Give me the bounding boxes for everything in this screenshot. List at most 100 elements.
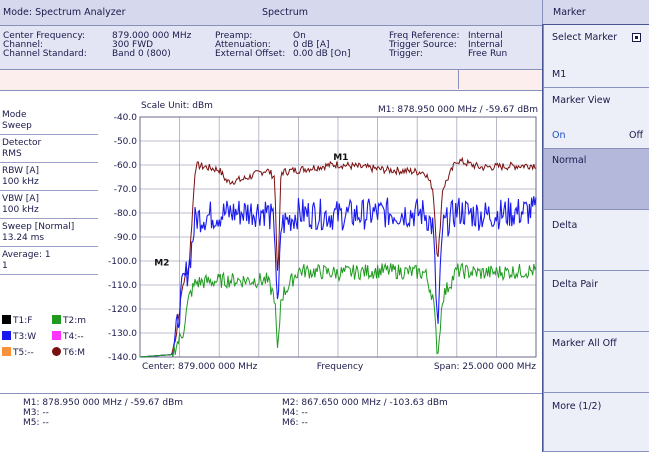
- legend-t4: T4:--: [52, 331, 84, 342]
- delta-pair-button[interactable]: Delta Pair: [543, 271, 649, 332]
- attenuation-label: Attenuation:: [215, 40, 271, 50]
- marker-m2-label: M2: [154, 259, 169, 269]
- average-label: Average: 1: [2, 250, 51, 260]
- y-tick-label: -90.0: [114, 233, 138, 243]
- span-label: Span: 25.000 000 MHz: [434, 362, 536, 372]
- legend-t5: T5:--: [2, 347, 34, 358]
- trace-lines: [139, 156, 537, 358]
- scale-unit-label: Scale Unit: dBm: [141, 101, 213, 111]
- y-tick-label: -140.0: [108, 353, 137, 363]
- legend-t6: T6:M: [52, 347, 85, 358]
- y-tick-label: -100.0: [108, 257, 137, 267]
- legend-t1: T1:F: [2, 315, 32, 326]
- marker-all-off-button[interactable]: Marker All Off: [543, 332, 649, 393]
- select-marker-label: Select Marker: [552, 32, 618, 43]
- sweep-info: Sweep [Normal] 13.24 ms: [0, 219, 98, 247]
- marker-view-off: Off: [628, 130, 643, 141]
- select-marker-button[interactable]: Select Marker M1: [543, 25, 649, 88]
- marker-view-on: On: [552, 130, 566, 141]
- marker-readout: M1: 878.950 000 MHz / -59.67 dBm: [378, 105, 538, 115]
- mode-info-label: Mode: [2, 110, 27, 120]
- detector-value: RMS: [2, 149, 22, 159]
- parameter-bar: Center Frequency: 879.000 000 MHz Channe…: [0, 26, 542, 70]
- center-frequency-label: Center Frequency:: [3, 31, 86, 41]
- channel-value: 300 FWD: [112, 40, 154, 50]
- average-info: Average: 1 1: [0, 247, 98, 275]
- marker-marks: M1 M2: [154, 153, 348, 269]
- legend-t3-label: T3:W: [13, 332, 37, 342]
- marker-m5-readout: M5: --: [23, 418, 49, 428]
- channel-standard-value: Band 0 (800): [112, 49, 171, 59]
- y-tick-label: -70.0: [114, 185, 138, 195]
- select-marker-value: M1: [552, 69, 567, 80]
- detector-label: Detector: [2, 138, 42, 148]
- y-tick-label: -120.0: [108, 305, 137, 315]
- rbw-value: 100 kHz: [2, 177, 39, 187]
- marker-m3-readout: M3: --: [23, 408, 49, 418]
- y-tick-label: -50.0: [114, 137, 138, 147]
- normal-button[interactable]: Normal: [543, 149, 649, 210]
- status-cell: [459, 70, 542, 89]
- message-bar: [0, 70, 542, 91]
- marker-view-toggle[interactable]: Marker View On Off: [543, 88, 649, 149]
- legend-t4-label: T4:--: [63, 332, 84, 342]
- t6-swatch: [52, 347, 61, 356]
- external-offset-value: 0.00 dB [On]: [293, 49, 351, 59]
- legend-t1-label: T1:F: [13, 316, 33, 326]
- t1-swatch: [2, 315, 11, 324]
- y-tick-label: -110.0: [108, 281, 137, 291]
- marker-m6-readout: M6: --: [282, 418, 308, 428]
- spectrum-plot[interactable]: Scale Unit: dBm M1: 878.950 000 MHz / -5…: [100, 97, 542, 377]
- delta-button[interactable]: Delta: [543, 210, 649, 271]
- status-strip: [0, 439, 542, 452]
- delta-pair-label: Delta Pair: [552, 279, 599, 290]
- channel-standard-label: Channel Standard:: [3, 49, 87, 59]
- submenu-icon: [632, 33, 641, 42]
- normal-label: Normal: [552, 155, 587, 166]
- page-title: Spectrum: [262, 7, 309, 18]
- trigger-source-value: Internal: [468, 40, 503, 50]
- y-tick-label: -80.0: [114, 209, 138, 219]
- x-axis-label: Frequency: [317, 362, 364, 372]
- mode-info: Mode Sweep: [0, 107, 98, 135]
- legend-t2-label: T2:m: [63, 316, 87, 326]
- menu-title: Marker: [542, 0, 649, 24]
- center-frequency-value: 879.000 000 MHz: [112, 31, 192, 41]
- trigger-source-label: Trigger Source:: [389, 40, 457, 50]
- sweep-label: Sweep [Normal]: [2, 222, 75, 232]
- legend-t3: T3:W: [2, 331, 36, 342]
- y-tick-label: -40.0: [114, 113, 138, 123]
- y-axis-ticks: -40.0 -50.0 -60.0 -70.0 -80.0 -90.0 -100.0 -110…: [108, 113, 137, 363]
- marker-m4-readout: M4: --: [282, 408, 308, 418]
- menu-title-label: Marker: [553, 7, 586, 18]
- center-frequency-axis-label: Center: 879.000 000 MHz: [142, 362, 258, 372]
- t3-swatch: [2, 331, 11, 340]
- vbw-value: 100 kHz: [2, 205, 39, 215]
- marker-table: M1: 878.950 000 MHz / -59.67 dBm M3: -- …: [0, 393, 542, 440]
- message-cell: [0, 70, 459, 89]
- trace-t3: [139, 196, 537, 358]
- vbw-info: VBW [A] 100 kHz: [0, 191, 98, 219]
- mode-label: Mode: Spectrum Analyzer: [3, 7, 126, 18]
- trigger-value: Free Run: [468, 49, 508, 59]
- channel-label: Channel:: [3, 40, 43, 50]
- title-bar: Mode: Spectrum Analyzer Spectrum: [0, 0, 542, 26]
- y-tick-label: -130.0: [108, 329, 137, 339]
- t4-swatch: [52, 331, 61, 340]
- freq-reference-value: Internal: [468, 31, 503, 41]
- legend-t5-label: T5:--: [13, 348, 34, 358]
- trace-t2: [139, 262, 537, 358]
- freq-reference-label: Freq Reference:: [389, 31, 460, 41]
- preamp-value: On: [293, 31, 306, 41]
- measurement-info-panel: Mode Sweep Detector RMS RBW [A] 100 kHz …: [0, 97, 99, 367]
- more-label: More (1/2): [552, 401, 602, 412]
- marker-view-label: Marker View: [552, 95, 611, 106]
- marker-m1-label: M1: [333, 153, 348, 163]
- vbw-label: VBW [A]: [2, 194, 39, 204]
- trace-t6: [139, 156, 537, 358]
- t2-swatch: [52, 315, 61, 324]
- preamp-label: Preamp:: [215, 31, 253, 41]
- plot-frame: [139, 116, 537, 358]
- legend-t2: T2:m: [52, 315, 86, 326]
- more-button[interactable]: More (1/2): [543, 393, 649, 452]
